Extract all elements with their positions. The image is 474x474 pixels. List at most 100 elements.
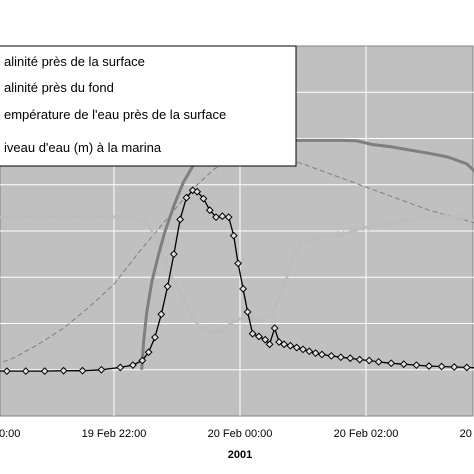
bottom-salinity-point xyxy=(305,347,314,356)
legend-entry: empérature de l'eau près de la surface xyxy=(4,107,226,122)
legend-entry: iveau d'eau (m) à la marina xyxy=(4,140,162,155)
x-tick-labels: 19 Feb 20:00 19 Feb 22:00 20 Feb 00:00 20 F… xyxy=(0,428,474,440)
bottom-salinity-point xyxy=(97,365,106,374)
bottom-salinity-point xyxy=(425,362,433,370)
bottom-salinity-point xyxy=(239,284,248,293)
bottom-salinity-point xyxy=(346,354,355,363)
temperature-point xyxy=(150,231,160,240)
temperature-point xyxy=(226,319,235,328)
temperature-point xyxy=(418,213,427,223)
temperature-point xyxy=(188,314,197,323)
legend-entry: alinité près de la surface xyxy=(4,54,145,69)
temperature-point xyxy=(59,213,68,222)
bottom-salinity-point xyxy=(462,363,471,372)
bottom-salinity-point xyxy=(169,250,178,259)
bottom-salinity-point xyxy=(275,338,283,346)
bottom-salinity-point xyxy=(59,366,68,375)
bottom-salinity-point xyxy=(336,353,345,362)
bottom-salinity-point xyxy=(163,282,172,291)
temperature-point xyxy=(324,231,333,240)
bottom-salinity-point xyxy=(138,356,147,365)
temperature-point xyxy=(9,213,18,222)
x-tick-label: 20 Feb 02:00 xyxy=(334,428,399,440)
temperature-point xyxy=(179,293,188,303)
bottom-salinity-point xyxy=(151,333,159,342)
temperature-point xyxy=(217,326,226,335)
bottom-salinity-point xyxy=(2,367,11,376)
bottom-salinity-point xyxy=(317,350,326,359)
temperature-point xyxy=(109,213,119,222)
bottom-salinity-point xyxy=(144,348,153,357)
temperature-point xyxy=(169,277,178,286)
bottom-salinity-point xyxy=(355,355,364,364)
bottom-salinity-point xyxy=(212,213,220,222)
bottom-salinity-point xyxy=(128,361,137,370)
temperature-point xyxy=(267,311,276,320)
temperature-point xyxy=(336,230,345,239)
bottom-salinity-point xyxy=(218,212,227,221)
bottom-salinity-point xyxy=(450,363,459,371)
bottom-salinity-point xyxy=(280,340,289,349)
temperature-point xyxy=(361,223,371,232)
x-axis-title: 2001 xyxy=(228,449,252,461)
temperature-point xyxy=(207,327,216,336)
temperature-point xyxy=(311,233,320,243)
bottom-salinity-point xyxy=(78,366,87,375)
temperature-point xyxy=(349,226,358,236)
temperature-point xyxy=(456,213,465,222)
bottom-salinity-point xyxy=(248,329,257,338)
bottom-salinity-point xyxy=(224,213,233,222)
bottom-salinity-point xyxy=(299,345,307,354)
bottom-salinity-point xyxy=(437,362,446,371)
temperature-point xyxy=(198,324,207,334)
bottom-salinity-point xyxy=(265,340,274,349)
x-tick-label: 20 Feb 04:00 xyxy=(460,428,474,440)
bottom-salinity-point xyxy=(311,349,320,358)
legend-box xyxy=(0,45,297,167)
bottom-salinity-point xyxy=(254,332,263,341)
bottom-salinity-point xyxy=(286,341,295,350)
temperature-point xyxy=(437,212,446,221)
temperature-point xyxy=(235,314,245,323)
temperature-point xyxy=(280,282,289,291)
temperature-point xyxy=(128,213,137,223)
bottom-salinity-point xyxy=(270,324,279,333)
bottom-salinity-point xyxy=(182,193,191,202)
temperature-point xyxy=(34,213,43,222)
temperature-point xyxy=(289,250,298,259)
bottom-salinity-point xyxy=(243,308,252,316)
legend-entry: alinité près du fond xyxy=(4,80,114,95)
bottom-salinity-point xyxy=(412,361,421,370)
temperature-point xyxy=(380,219,389,229)
bottom-salinity-point xyxy=(193,187,202,196)
x-tick-label: 20 Feb 00:00 xyxy=(208,428,273,440)
bottom-salinity-point xyxy=(205,206,214,215)
temperature-point xyxy=(254,314,263,323)
bottom-salinity-point xyxy=(234,259,243,268)
bottom-salinity-point xyxy=(157,310,166,319)
legend: alinité près de la surface alinité près d… xyxy=(0,45,297,167)
bottom-salinity-point xyxy=(176,215,185,224)
x-tick-label: 19 Feb 20:00 xyxy=(0,428,20,440)
bottom-salinity-point xyxy=(116,363,125,372)
bottom-salinity-point xyxy=(399,360,408,369)
bottom-salinity-point xyxy=(374,357,383,366)
bottom-salinity-point xyxy=(229,231,238,240)
x-tick-label: 19 Feb 22:00 xyxy=(82,428,147,440)
bottom-salinity-point xyxy=(199,194,208,203)
temperature-point xyxy=(84,213,93,222)
bottom-salinity-point xyxy=(292,343,301,352)
temperature-point xyxy=(298,238,308,247)
bottom-salinity-point xyxy=(387,359,396,368)
bottom-salinity-point xyxy=(40,367,49,376)
series-line-temperature xyxy=(0,214,474,334)
bottom-salinity-point xyxy=(327,351,336,360)
bottom-salinity-point xyxy=(261,335,270,344)
bottom-salinity-point xyxy=(21,367,30,376)
temperature-point xyxy=(160,254,169,263)
temperature-point xyxy=(399,216,408,225)
bottom-salinity-point xyxy=(365,356,374,365)
temperature-point xyxy=(141,217,150,226)
series-layer xyxy=(0,138,474,376)
